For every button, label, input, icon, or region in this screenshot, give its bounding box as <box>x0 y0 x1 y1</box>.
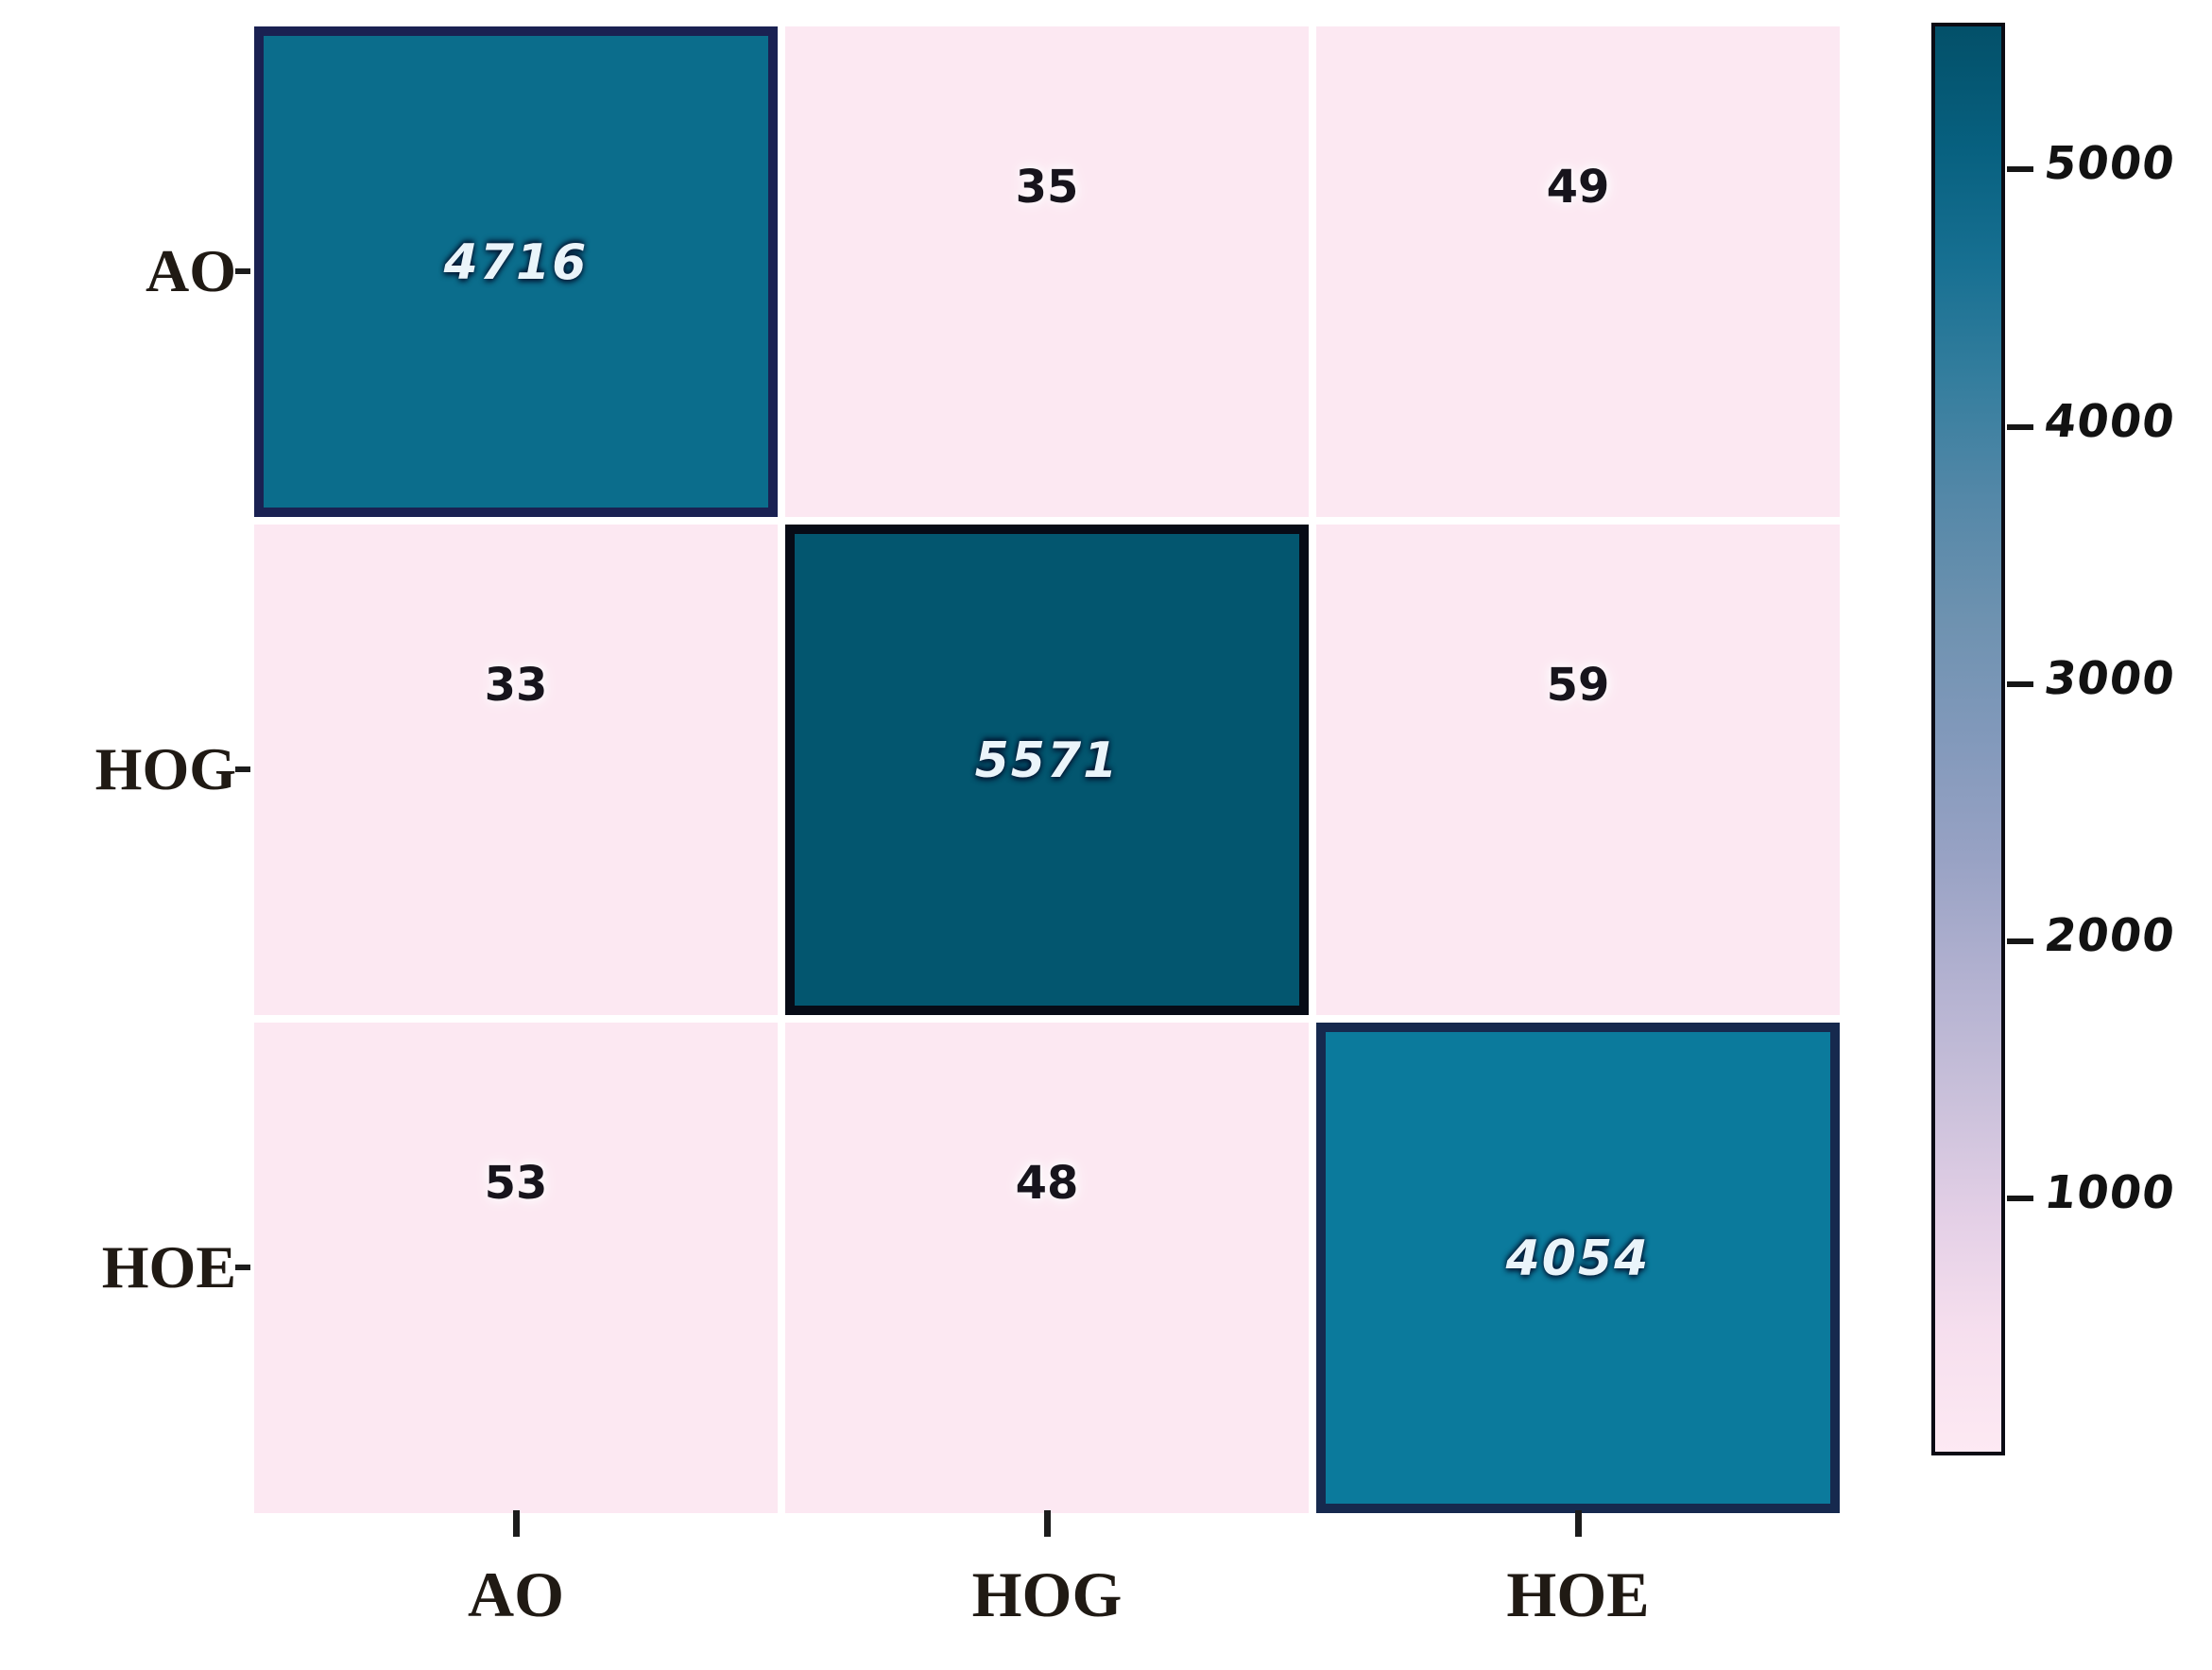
colorbar-ticks: 5000 4000 3000 2000 1000 <box>1931 23 2178 1455</box>
cell-value: 4054 <box>1505 1230 1651 1287</box>
y-axis-label-ao: AO <box>146 237 236 304</box>
y-axis-label-hoe: HOE <box>101 1233 236 1300</box>
heatmap-cell: 49 <box>1316 26 1840 517</box>
heatmap-cell: 33 <box>254 525 778 1015</box>
x-axis-label-hog: HOG <box>971 1558 1123 1630</box>
heatmap-plot-area: 4716 35 49 33 5571 59 53 48 4054 <box>250 23 1843 1517</box>
heatmap-cell: 53 <box>254 1023 778 1513</box>
cell-value: 53 <box>484 1156 548 1210</box>
cell-value: 4716 <box>443 233 589 291</box>
cell-value: 33 <box>484 658 548 712</box>
colorbar-tick-label: 3000 <box>2041 651 2179 705</box>
colorbar-tick <box>2007 938 2033 944</box>
cell-value: 35 <box>1015 160 1079 214</box>
colorbar-tick-label: 1000 <box>2041 1165 2179 1219</box>
y-axis-tick <box>235 268 250 274</box>
x-axis-tick <box>1044 1510 1051 1537</box>
x-axis-tick <box>513 1510 520 1537</box>
cell-value: 49 <box>1546 160 1610 214</box>
x-axis-label-ao: AO <box>468 1558 564 1630</box>
cell-value: 5571 <box>974 732 1120 789</box>
y-axis-tick <box>235 766 250 772</box>
colorbar-tick-label: 2000 <box>2041 908 2179 962</box>
colorbar-tick <box>2007 166 2033 173</box>
colorbar-tick <box>2007 680 2033 687</box>
heatmap-cell: 59 <box>1316 525 1840 1015</box>
heatmap-cell: 48 <box>785 1023 1309 1513</box>
heatmap-cell: 35 <box>785 26 1309 517</box>
colorbar-tick-label: 5000 <box>2041 137 2179 191</box>
cell-value: 59 <box>1546 658 1610 712</box>
heatmap-cell: 4716 <box>254 26 778 517</box>
x-axis-tick <box>1575 1510 1582 1537</box>
heatmap-cell: 5571 <box>785 525 1309 1015</box>
y-axis-tick <box>235 1265 250 1270</box>
colorbar-tick <box>2007 423 2033 430</box>
heatmap-cell: 4054 <box>1316 1023 1840 1513</box>
cell-value: 48 <box>1015 1156 1079 1210</box>
colorbar-tick-label: 4000 <box>2041 394 2179 448</box>
colorbar-tick <box>2007 1195 2033 1201</box>
x-axis-label-hoe: HOE <box>1506 1558 1650 1630</box>
colorbar <box>1931 23 2005 1455</box>
y-axis-label-hog: HOG <box>94 735 236 802</box>
